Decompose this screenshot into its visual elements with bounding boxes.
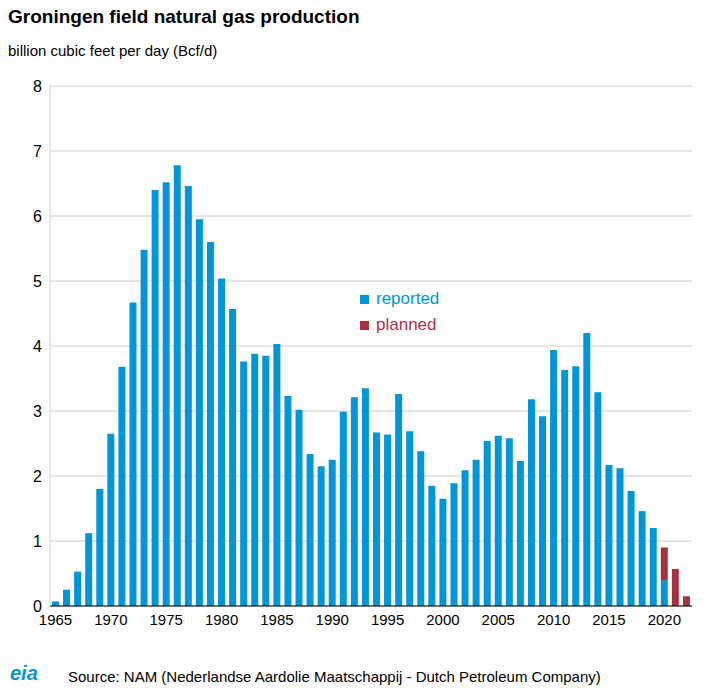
svg-text:1975: 1975 bbox=[150, 611, 183, 628]
svg-text:2: 2 bbox=[33, 468, 42, 485]
svg-text:1990: 1990 bbox=[316, 611, 349, 628]
svg-text:1970: 1970 bbox=[94, 611, 127, 628]
svg-text:1: 1 bbox=[33, 533, 42, 550]
html-text:eia: eia bbox=[10, 662, 38, 684]
svg-text:2010: 2010 bbox=[537, 611, 570, 628]
svg-text:2020: 2020 bbox=[648, 611, 681, 628]
svg-text:0: 0 bbox=[33, 598, 42, 615]
svg-text:1985: 1985 bbox=[260, 611, 293, 628]
svg-text:6: 6 bbox=[33, 208, 42, 225]
svg-text:5: 5 bbox=[33, 273, 42, 290]
svg-text:1995: 1995 bbox=[371, 611, 404, 628]
svg-text:2000: 2000 bbox=[426, 611, 459, 628]
html-text:planned: planned bbox=[376, 315, 437, 334]
svg-text:8: 8 bbox=[33, 78, 42, 95]
svg-text:1980: 1980 bbox=[205, 611, 238, 628]
svg-text:2005: 2005 bbox=[482, 611, 515, 628]
svg-text:2015: 2015 bbox=[592, 611, 625, 628]
svg-text:7: 7 bbox=[33, 143, 42, 160]
html-text:reported: reported bbox=[376, 289, 440, 308]
html-text:Groningen field natural gas pr: Groningen field natural gas production bbox=[8, 6, 360, 27]
svg-text:4: 4 bbox=[33, 338, 42, 355]
html-text:Source: NAM (Nederlandse Aardo: Source: NAM (Nederlandse Aardolie Maatsc… bbox=[68, 668, 601, 685]
html-text:billion cubic feet per day (Bc: billion cubic feet per day (Bcf/d) bbox=[8, 42, 218, 59]
svg-text:3: 3 bbox=[33, 403, 42, 420]
svg-text:1965: 1965 bbox=[39, 611, 72, 628]
